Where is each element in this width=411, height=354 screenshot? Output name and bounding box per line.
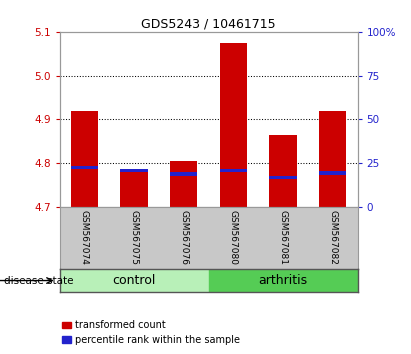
Text: GSM567080: GSM567080: [229, 210, 238, 265]
Text: GSM567074: GSM567074: [80, 210, 89, 265]
Bar: [319, 171, 346, 175]
Text: arthritis: arthritis: [259, 274, 308, 287]
Text: control: control: [112, 274, 156, 287]
Bar: [170, 161, 197, 207]
Bar: [60, 269, 208, 292]
Bar: [120, 169, 148, 172]
Bar: [120, 170, 148, 207]
Text: GSM567082: GSM567082: [328, 210, 337, 265]
Text: GSM567081: GSM567081: [279, 210, 288, 265]
Text: GSM567076: GSM567076: [179, 210, 188, 265]
Text: disease state: disease state: [4, 275, 74, 286]
Bar: [220, 43, 247, 207]
Text: GSM567075: GSM567075: [129, 210, 139, 265]
Bar: [319, 111, 346, 207]
Bar: [71, 111, 98, 207]
Bar: [270, 135, 297, 207]
Legend: transformed count, percentile rank within the sample: transformed count, percentile rank withi…: [58, 316, 244, 349]
Bar: [71, 166, 98, 170]
Bar: [170, 172, 197, 176]
Bar: [270, 176, 297, 179]
Bar: [208, 269, 358, 292]
Title: GDS5243 / 10461715: GDS5243 / 10461715: [141, 18, 276, 31]
Bar: [220, 169, 247, 172]
